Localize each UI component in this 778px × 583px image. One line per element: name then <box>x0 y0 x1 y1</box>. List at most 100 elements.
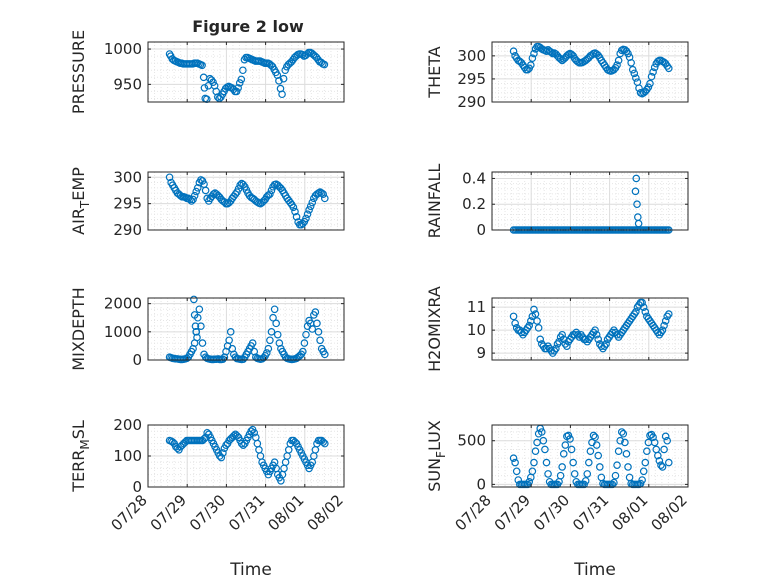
data-point <box>248 339 257 347</box>
y-tick-label: 500 <box>457 432 486 450</box>
data-point <box>628 65 637 74</box>
data-point <box>190 191 199 200</box>
y-axis-label: TERRMSL <box>69 420 92 493</box>
y-tick-label: 0.2 <box>462 195 486 213</box>
y-tick-label: 10 <box>467 321 486 339</box>
data-point <box>552 344 560 353</box>
data-point <box>272 319 280 328</box>
y-tick-label: 950 <box>113 75 142 93</box>
data-point <box>664 64 673 73</box>
data-point <box>313 319 321 328</box>
data-point <box>650 438 659 447</box>
y-tick-label: 1000 <box>104 323 142 341</box>
data-point <box>269 313 277 322</box>
y-tick-label: 1000 <box>104 40 142 58</box>
data-point <box>639 303 648 311</box>
data-point <box>581 477 590 485</box>
y-tick-label: 11 <box>467 298 486 316</box>
data-point <box>558 463 566 471</box>
data-point <box>643 447 651 456</box>
data-point <box>232 87 241 96</box>
data-point <box>624 49 632 58</box>
data-point <box>534 324 543 332</box>
data-point <box>556 471 565 480</box>
data-point <box>209 190 218 198</box>
data-point <box>291 207 299 216</box>
data-point <box>300 339 309 347</box>
y-tick-label: 300 <box>457 47 486 65</box>
data-point <box>537 428 546 436</box>
data-point <box>567 445 576 454</box>
data-point <box>319 438 328 446</box>
data-point <box>616 436 624 445</box>
data-point <box>595 463 604 471</box>
data-point <box>525 477 534 486</box>
data-point <box>308 198 317 207</box>
data-point <box>592 330 601 339</box>
series-terr_msl <box>165 425 329 485</box>
y-tick-label: 0.4 <box>462 169 486 187</box>
data-point <box>660 445 668 454</box>
y-tick-label: 300 <box>113 168 142 186</box>
data-point <box>634 219 643 228</box>
data-point <box>302 330 310 339</box>
data-point <box>190 295 198 304</box>
data-point <box>209 78 217 87</box>
y-tick-label: 0 <box>476 221 486 239</box>
axes-box <box>147 41 345 103</box>
data-point <box>235 79 244 87</box>
data-point <box>613 61 621 69</box>
data-point <box>663 436 672 445</box>
data-point <box>544 470 552 478</box>
data-point <box>602 340 610 348</box>
data-point <box>314 328 323 336</box>
data-point <box>530 305 538 314</box>
data-point <box>197 322 205 330</box>
y-tick-label: 0 <box>132 478 142 496</box>
panel-air_temp: 290 295 300 AIRTEMP <box>69 167 345 239</box>
data-point <box>236 181 244 189</box>
panel-rainfall: 0 0.2 0.4 RAINFALL <box>425 164 689 239</box>
data-point <box>528 54 537 62</box>
data-point <box>638 298 646 307</box>
data-point <box>262 349 271 357</box>
axes-box <box>491 297 689 361</box>
data-point <box>237 75 246 84</box>
data-point <box>654 451 662 460</box>
data-point <box>186 195 194 204</box>
data-point <box>617 428 626 436</box>
data-point <box>541 445 549 454</box>
data-point <box>234 84 242 92</box>
data-point <box>207 76 216 84</box>
data-point <box>594 451 603 460</box>
axes-box <box>491 171 689 231</box>
axes-box <box>491 424 689 488</box>
data-point <box>250 428 259 437</box>
data-point <box>664 310 673 318</box>
data-point <box>320 60 329 69</box>
data-point <box>289 203 298 212</box>
data-point <box>594 335 603 344</box>
y-tick-label: 290 <box>457 93 486 111</box>
data-point <box>530 49 538 58</box>
data-point <box>632 174 641 183</box>
data-point <box>230 432 238 440</box>
y-tick-label: 200 <box>113 416 142 434</box>
data-point <box>647 72 656 81</box>
data-point <box>267 328 276 336</box>
data-point <box>619 429 628 438</box>
y-axis-label: THETA <box>425 46 444 98</box>
data-point <box>217 453 226 462</box>
data-point <box>631 187 640 196</box>
data-point <box>281 66 290 75</box>
data-point <box>536 335 545 344</box>
data-point <box>644 83 653 92</box>
data-point <box>311 308 320 316</box>
data-point <box>585 458 593 467</box>
data-point <box>190 311 199 319</box>
series-h2omixra <box>509 298 673 357</box>
data-point <box>632 307 640 316</box>
series-mixdepth <box>165 295 329 364</box>
data-point <box>564 431 573 440</box>
data-point <box>201 186 210 195</box>
